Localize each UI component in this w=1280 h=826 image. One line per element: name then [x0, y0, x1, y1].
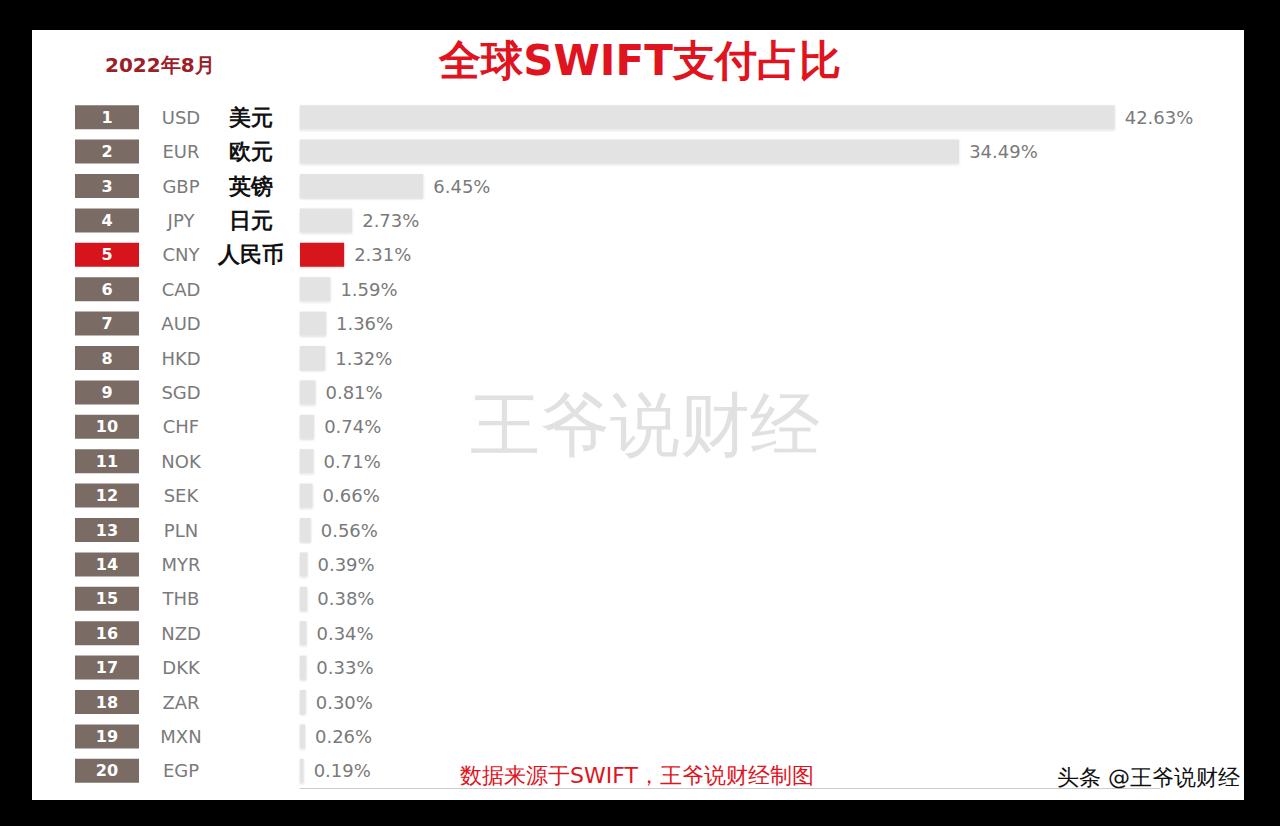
svg-text:34.49%: 34.49%	[969, 141, 1038, 162]
svg-text:0.26%: 0.26%	[315, 726, 372, 747]
svg-text:4: 4	[101, 211, 112, 230]
svg-text:0.19%: 0.19%	[314, 760, 371, 781]
svg-text:14: 14	[96, 555, 118, 574]
svg-text:SEK: SEK	[164, 485, 200, 506]
svg-text:全球SWIFT支付占比: 全球SWIFT支付占比	[438, 36, 841, 85]
svg-text:EGP: EGP	[163, 760, 199, 781]
svg-text:0.71%: 0.71%	[324, 451, 381, 472]
svg-text:MXN: MXN	[160, 726, 201, 747]
svg-text:CNY: CNY	[162, 244, 200, 265]
svg-text:1: 1	[101, 108, 112, 127]
svg-text:王爷说财经: 王爷说财经	[470, 384, 820, 466]
svg-text:美元: 美元	[228, 105, 273, 130]
svg-text:11: 11	[96, 452, 118, 471]
svg-text:PLN: PLN	[164, 520, 198, 541]
svg-text:0.66%: 0.66%	[323, 485, 380, 506]
svg-text:头条 @王爷说财经: 头条 @王爷说财经	[1057, 765, 1240, 790]
svg-text:1.36%: 1.36%	[336, 313, 393, 334]
svg-text:7: 7	[101, 314, 112, 333]
svg-text:JPY: JPY	[167, 210, 196, 231]
svg-text:2022年8月: 2022年8月	[105, 53, 215, 77]
svg-text:6.45%: 6.45%	[433, 176, 490, 197]
svg-text:3: 3	[101, 177, 112, 196]
svg-text:20: 20	[96, 761, 118, 780]
svg-text:8: 8	[101, 349, 112, 368]
svg-text:0.56%: 0.56%	[321, 520, 378, 541]
svg-text:CAD: CAD	[162, 279, 201, 300]
svg-text:6: 6	[101, 280, 112, 299]
svg-text:1.59%: 1.59%	[340, 279, 397, 300]
svg-text:16: 16	[96, 624, 118, 643]
svg-text:18: 18	[96, 693, 118, 712]
svg-text:15: 15	[96, 589, 118, 608]
svg-text:NOK: NOK	[161, 451, 202, 472]
svg-text:NZD: NZD	[161, 623, 201, 644]
svg-text:EUR: EUR	[162, 141, 199, 162]
svg-text:0.34%: 0.34%	[316, 623, 373, 644]
svg-text:13: 13	[96, 521, 118, 540]
svg-text:HKD: HKD	[161, 348, 200, 369]
svg-text:0.30%: 0.30%	[316, 692, 373, 713]
svg-text:欧元: 欧元	[229, 139, 273, 164]
svg-text:日元: 日元	[229, 208, 273, 233]
svg-text:人民币: 人民币	[217, 242, 284, 267]
svg-text:数据来源于SWIFT，王爷说财经制图: 数据来源于SWIFT，王爷说财经制图	[460, 763, 814, 788]
svg-text:1.32%: 1.32%	[335, 348, 392, 369]
svg-text:0.33%: 0.33%	[316, 657, 373, 678]
svg-text:19: 19	[96, 727, 118, 746]
svg-text:2.73%: 2.73%	[362, 210, 419, 231]
svg-text:9: 9	[101, 383, 112, 402]
svg-text:42.63%: 42.63%	[1125, 107, 1194, 128]
svg-text:0.81%: 0.81%	[325, 382, 382, 403]
svg-text:THB: THB	[162, 588, 200, 609]
svg-text:英镑: 英镑	[228, 174, 273, 199]
svg-text:2: 2	[101, 142, 112, 161]
svg-text:MYR: MYR	[161, 554, 200, 575]
svg-text:17: 17	[96, 658, 118, 677]
svg-text:ZAR: ZAR	[162, 692, 199, 713]
svg-text:0.74%: 0.74%	[324, 416, 381, 437]
svg-text:USD: USD	[162, 107, 200, 128]
svg-text:CHF: CHF	[163, 416, 199, 437]
svg-text:SGD: SGD	[161, 382, 200, 403]
svg-text:2.31%: 2.31%	[354, 244, 411, 265]
svg-text:AUD: AUD	[161, 313, 200, 334]
svg-text:10: 10	[96, 417, 118, 436]
svg-text:12: 12	[96, 486, 118, 505]
svg-text:DKK: DKK	[162, 657, 201, 678]
svg-text:5: 5	[101, 245, 112, 264]
svg-text:GBP: GBP	[162, 176, 199, 197]
svg-text:0.39%: 0.39%	[317, 554, 374, 575]
svg-text:0.38%: 0.38%	[317, 588, 374, 609]
